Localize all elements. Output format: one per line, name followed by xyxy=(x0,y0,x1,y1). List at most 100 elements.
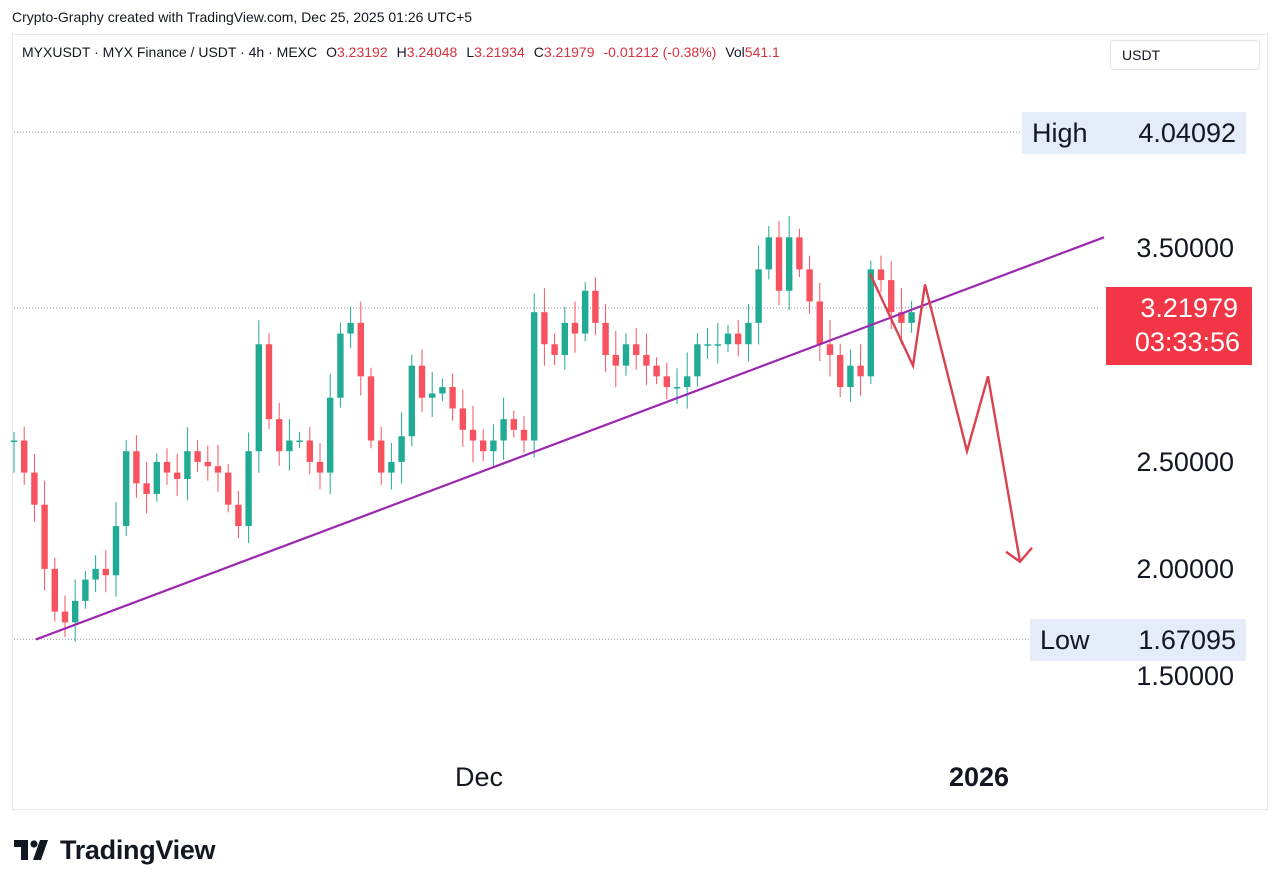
candle-body xyxy=(306,440,313,462)
candle-body xyxy=(51,568,58,612)
candle-body xyxy=(245,451,252,527)
candle-body xyxy=(204,461,211,467)
candle-body xyxy=(276,419,283,452)
price-axis-label: 2.50000 xyxy=(1136,447,1234,477)
trendline xyxy=(35,236,1105,641)
candle-body xyxy=(561,322,568,355)
time-axis-label: Dec xyxy=(455,762,504,792)
tradingview-logo-icon xyxy=(14,840,48,860)
candle-body xyxy=(826,344,834,355)
high-tag: High 4.04092 xyxy=(1022,112,1246,154)
candle-body xyxy=(653,365,660,377)
candle-body xyxy=(500,419,507,441)
candle-body xyxy=(541,312,548,345)
candle-body xyxy=(510,419,517,430)
candle-body xyxy=(806,269,813,302)
candle-body xyxy=(82,579,89,601)
candle-body xyxy=(663,376,670,388)
grid-lines xyxy=(14,131,1100,640)
candle-body xyxy=(694,344,701,377)
candle-body xyxy=(908,312,915,323)
volume-value: 541.1 xyxy=(744,44,780,60)
symbol-title: MYXUSDT · MYX Finance / USDT · 4h · MEXC xyxy=(22,44,318,60)
candle-body xyxy=(316,461,324,473)
candle-body xyxy=(163,461,171,473)
candle-body xyxy=(61,611,69,623)
candle-body xyxy=(847,365,854,388)
candle-body xyxy=(133,451,140,484)
candle-body xyxy=(255,344,262,452)
low-tag-value: 1.67095 xyxy=(1138,625,1236,655)
candle-body xyxy=(429,393,436,398)
currency-button[interactable]: USDT xyxy=(1110,40,1260,70)
candle-body xyxy=(551,344,558,355)
candle-body xyxy=(775,237,783,291)
close-label: C xyxy=(533,44,544,60)
last-price-value: 3.21979 xyxy=(1140,293,1238,323)
low-value: 3.21934 xyxy=(474,44,525,60)
candle-body xyxy=(755,269,762,323)
candle-body xyxy=(612,354,619,366)
candle-body xyxy=(796,237,803,270)
high-tag-value: 4.04092 xyxy=(1138,118,1236,148)
candle-body xyxy=(439,387,446,394)
candle-body xyxy=(643,354,650,366)
high-value: 3.24048 xyxy=(406,44,458,60)
high-tag-label: High xyxy=(1032,118,1088,148)
candle-body xyxy=(867,269,874,377)
high-label: H xyxy=(396,44,407,60)
tradingview-logo-text: TradingView xyxy=(60,834,216,865)
candle-body xyxy=(765,237,772,270)
candle-body xyxy=(184,451,191,480)
candle-body xyxy=(102,568,109,576)
candle-body xyxy=(735,333,742,345)
candle-body xyxy=(214,466,222,473)
candle-body xyxy=(143,483,150,494)
candle-body xyxy=(21,440,28,473)
candle-body xyxy=(480,440,487,452)
close-value: 3.21979 xyxy=(543,44,595,60)
candle-body xyxy=(367,376,375,441)
price-axis-label: 3.50000 xyxy=(1136,233,1234,263)
candle-body xyxy=(398,436,405,462)
candle-body xyxy=(673,387,681,389)
candle-body xyxy=(592,290,599,323)
candle-body xyxy=(327,397,334,473)
candle-body xyxy=(72,600,79,623)
candle-body xyxy=(786,237,793,291)
candle-body xyxy=(622,344,630,366)
candle-body xyxy=(112,526,120,576)
projection-arrowhead xyxy=(1005,546,1033,564)
candle-body xyxy=(357,322,364,377)
candle-body xyxy=(459,408,466,430)
candle-body xyxy=(408,365,415,437)
candle-body xyxy=(153,461,160,494)
chart-pane[interactable] xyxy=(12,34,1268,810)
candle-body xyxy=(265,344,273,420)
candle-body xyxy=(235,504,242,527)
candle-body xyxy=(123,451,130,527)
candle-body xyxy=(602,322,609,355)
candle-body xyxy=(347,322,354,334)
candle-body xyxy=(837,354,844,388)
candle-body xyxy=(571,322,579,334)
candle-body xyxy=(582,290,589,334)
tradingview-logo[interactable]: TradingView xyxy=(14,834,216,866)
candle-body xyxy=(449,387,456,409)
candle-body xyxy=(31,472,38,505)
candle-body xyxy=(888,280,895,313)
candle-body xyxy=(531,312,538,441)
candle-body xyxy=(857,365,864,377)
candle-body xyxy=(816,301,823,345)
candle-body xyxy=(877,269,885,281)
candle-body xyxy=(714,344,721,346)
volume-label: Vol xyxy=(725,44,745,60)
price-axis-label: 1.50000 xyxy=(1136,661,1234,691)
candle-body xyxy=(745,322,752,345)
candle-body xyxy=(225,472,232,505)
projection-arrow xyxy=(868,273,1022,562)
candle-body xyxy=(469,429,477,441)
candle-body xyxy=(418,365,426,398)
candle-body xyxy=(490,440,497,452)
